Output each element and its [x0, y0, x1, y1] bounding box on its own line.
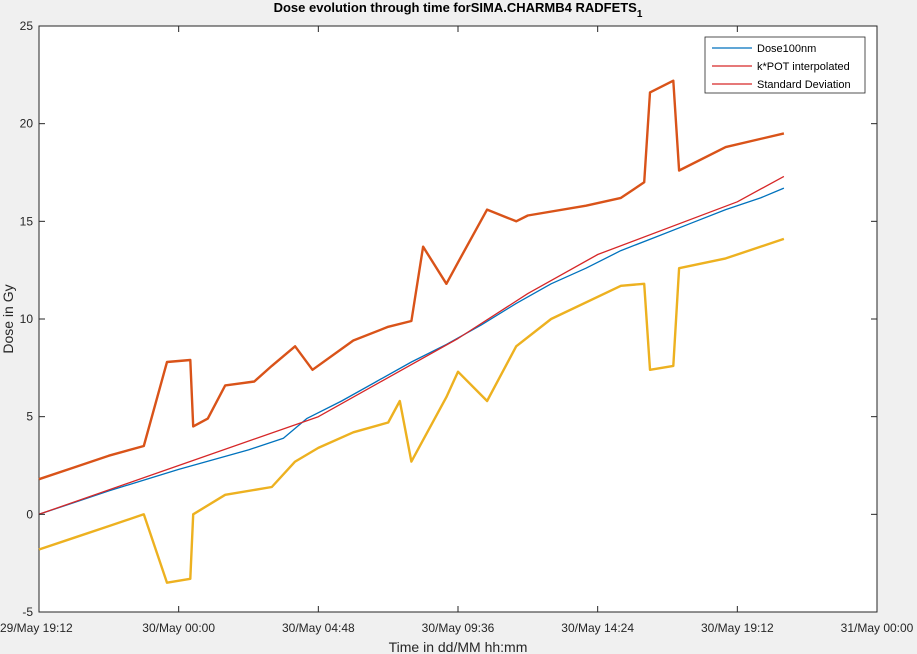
- y-tick-label: 10: [20, 312, 34, 326]
- x-axis: 29/May 19:12 30/May 00:00 30/May 04:48 30/M…: [0, 26, 914, 635]
- y-axis: -5 0 5 10 15 20 25: [20, 19, 877, 619]
- series-line-k-pot-interpolated: [38, 175, 785, 515]
- x-axis-label: Time in dd/MM hh:mm: [389, 639, 528, 654]
- chart-title-main: Dose evolution through time forSIMA.CHAR…: [274, 0, 638, 15]
- x-tick-label: 30/May 19:12: [701, 621, 774, 635]
- x-tick-label: 31/May 00:00: [841, 621, 914, 635]
- y-axis-label: Dose in Gy: [0, 284, 16, 353]
- legend: Dose100nm k*POT interpolated Standard Devi…: [704, 36, 866, 94]
- chart-title-subscript: 1: [637, 9, 643, 20]
- y-tick-label: 25: [20, 19, 34, 33]
- series-layer: [38, 79, 785, 584]
- x-tick-label: 30/May 09:36: [422, 621, 495, 635]
- series-line-standard-deviation: [38, 79, 785, 481]
- legend-label: Standard Deviation: [757, 79, 851, 91]
- y-tick-label: 20: [20, 117, 34, 131]
- x-tick-label: 30/May 00:00: [142, 621, 215, 635]
- plot-area: [38, 25, 878, 613]
- chart-title: Dose evolution through time forSIMA.CHAR…: [274, 0, 643, 20]
- x-tick-label: 30/May 14:24: [561, 621, 634, 635]
- x-tick-label: 29/May 19:12: [0, 621, 73, 635]
- y-tick-label: 15: [20, 214, 34, 228]
- series-line-dose100nm: [38, 187, 785, 515]
- y-tick-label: -5: [22, 605, 33, 619]
- legend-label: Dose100nm: [757, 43, 816, 55]
- legend-label: k*POT interpolated: [757, 61, 850, 73]
- y-tick-label: 5: [26, 410, 33, 424]
- y-tick-label: 0: [26, 507, 33, 521]
- series-line-band-lower: [38, 237, 785, 584]
- x-tick-label: 30/May 04:48: [282, 621, 355, 635]
